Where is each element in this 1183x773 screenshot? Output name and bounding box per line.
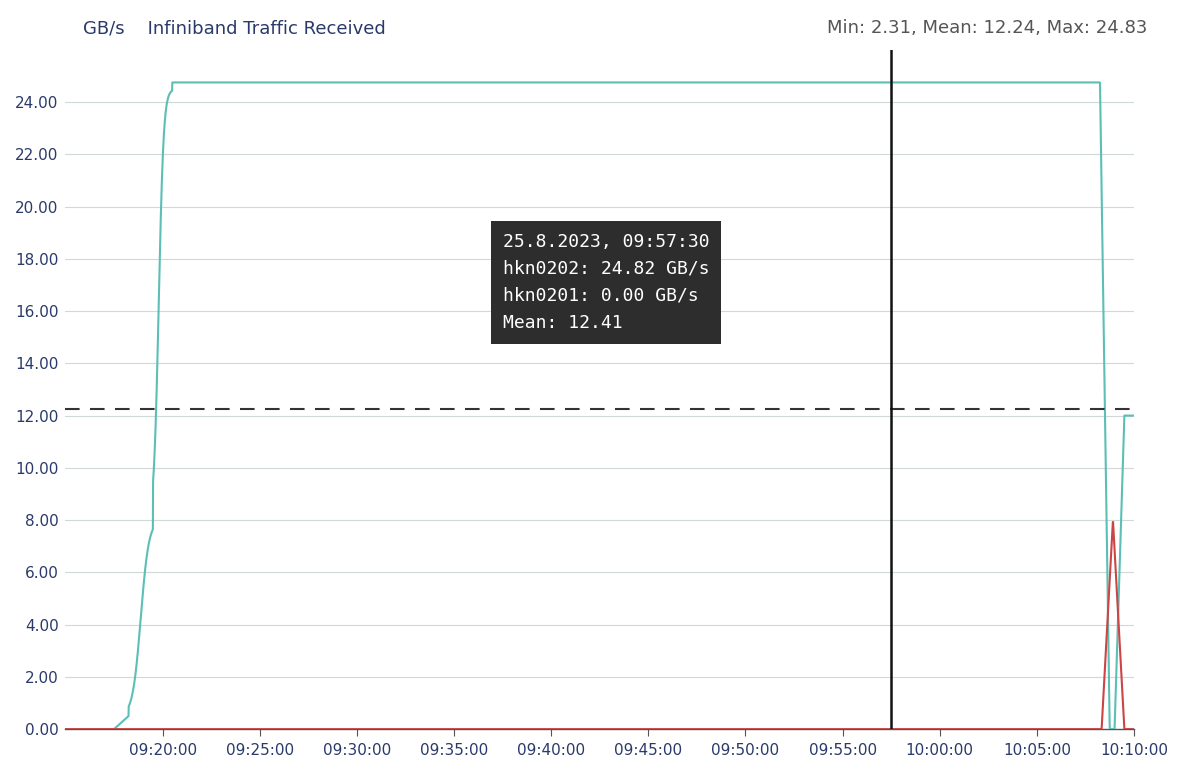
Text: GB/s    Infiniband Traffic Received: GB/s Infiniband Traffic Received (83, 19, 386, 37)
Text: Min: 2.31, Mean: 12.24, Max: 24.83: Min: 2.31, Mean: 12.24, Max: 24.83 (827, 19, 1148, 37)
Text: 25.8.2023, 09:57:30
hkn0202: 24.82 GB/s
hkn0201: 0.00 GB/s
Mean: 12.41: 25.8.2023, 09:57:30 hkn0202: 24.82 GB/s … (503, 233, 709, 332)
